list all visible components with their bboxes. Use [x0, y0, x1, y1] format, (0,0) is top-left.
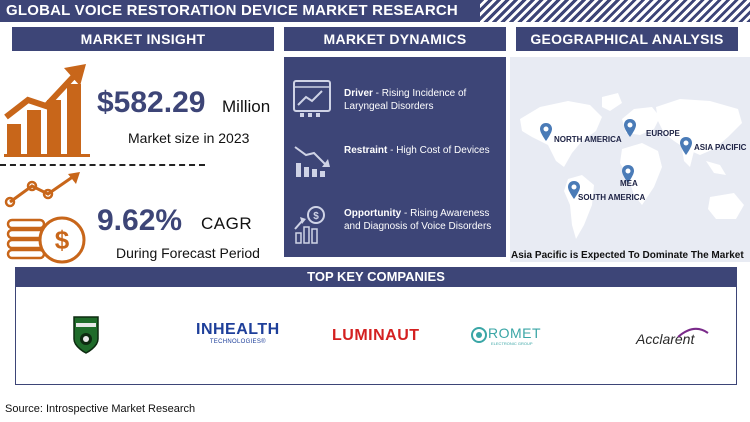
restraint-label: Restraint: [344, 145, 388, 156]
coin-growth-icon: $: [4, 172, 86, 264]
restraint-text: - High Cost of Devices: [387, 145, 490, 156]
chart-monitor-icon: [293, 80, 331, 117]
opportunity-text: - Rising Awareness and Diagnosis of Voic…: [344, 208, 492, 232]
bar-growth-icon: [4, 64, 90, 157]
geo-caption: Asia Pacific is Expected To Dominate The…: [511, 250, 744, 261]
dashed-divider: [0, 164, 205, 166]
market-size-unit: Million: [222, 97, 271, 116]
romet-symbol-icon: [471, 327, 487, 343]
opportunity-label: Opportunity: [344, 208, 402, 219]
top-key-companies-header: TOP KEY COMPANIES: [15, 267, 737, 287]
title-stripe-decoration: [480, 0, 750, 22]
market-size-caption: Market size in 2023: [128, 130, 250, 146]
opportunity-item: Opportunity - Rising Awareness and Diagn…: [344, 207, 504, 233]
north-america-label: NORTH AMERICA: [554, 135, 622, 144]
mea-label: MEA: [620, 179, 638, 188]
luminaut-logo: LUMINAUT: [332, 327, 420, 344]
asia-pacific-label: ASIA PACIFIC: [694, 143, 747, 152]
market-dynamics-panel: Driver - Rising Incidence of Laryngeal D…: [284, 57, 506, 257]
driver-label: Driver: [344, 88, 373, 99]
market-insight-header: MARKET INSIGHT: [12, 27, 274, 51]
growth-coin-icon: $: [294, 206, 325, 244]
market-dynamics-header: MARKET DYNAMICS: [284, 27, 506, 51]
driver-item: Driver - Rising Incidence of Laryngeal D…: [344, 87, 504, 113]
world-map-panel: NORTH AMERICA EUROPE ASIA PACIFIC MEA SO…: [510, 57, 750, 262]
asia-pacific-pin-icon: [680, 137, 692, 155]
world-map-icon: [520, 93, 744, 239]
geographical-analysis-header: GEOGRAPHICAL ANALYSIS: [516, 27, 738, 51]
companies-panel: INHEALTH TECHNOLOGIES® LUMINAUT ROMET EL…: [15, 287, 737, 385]
inhealth-name: INHEALTH: [196, 321, 280, 338]
cagr-caption: During Forecast Period: [116, 245, 260, 261]
declining-chart-icon: [294, 146, 330, 177]
svg-text:$: $: [55, 225, 70, 255]
mea-pin-icon: [622, 165, 634, 183]
driver-text: - Rising Incidence of Laryngeal Disorder…: [344, 88, 467, 112]
cagr-label: CAGR: [201, 214, 253, 233]
romet-name: ROMET: [488, 325, 542, 341]
inhealth-sub: TECHNOLOGIES®: [209, 339, 266, 345]
svg-text:$: $: [313, 211, 319, 222]
report-title: GLOBAL VOICE RESTORATION DEVICE MARKET R…: [0, 0, 480, 41]
source-note: Source: Introspective Market Research: [5, 403, 196, 415]
cagr-value: 9.62%: [97, 204, 183, 237]
market-size-value: $582.29: [97, 86, 206, 119]
shield-logo-icon: [73, 316, 99, 354]
south-america-label: SOUTH AMERICA: [578, 193, 646, 202]
europe-pin-icon: [624, 119, 636, 137]
acclarent-swoosh-icon: [677, 327, 709, 338]
restraint-item: Restraint - High Cost of Devices: [344, 144, 504, 157]
north-america-pin-icon: [540, 123, 552, 141]
romet-sub: ELECTRONIC GROUP: [491, 341, 533, 346]
inhealth-logo: INHEALTH TECHNOLOGIES®: [196, 321, 280, 345]
south-america-pin-icon: [568, 181, 580, 199]
europe-label: EUROPE: [646, 129, 680, 138]
